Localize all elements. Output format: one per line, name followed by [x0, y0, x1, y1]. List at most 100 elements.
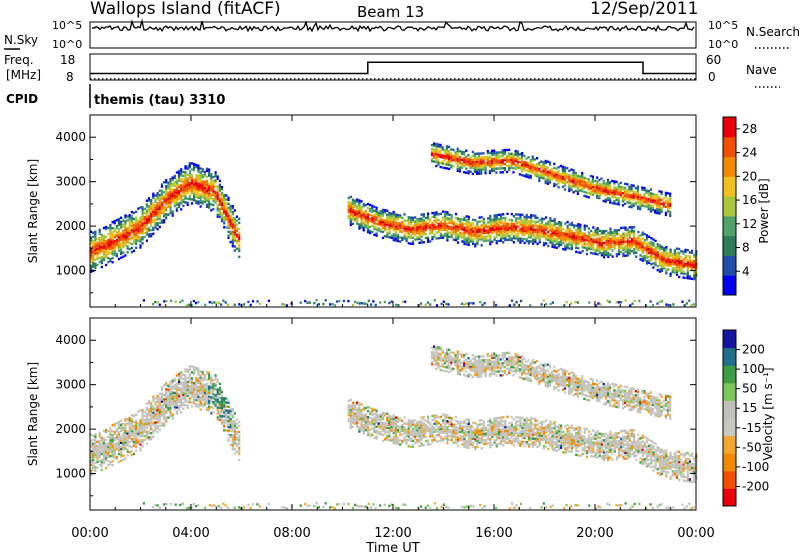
velocity-cell	[109, 426, 112, 430]
power-cell	[512, 229, 515, 232]
power-cell	[381, 212, 385, 216]
power-cell	[94, 258, 97, 261]
power-cell	[111, 227, 114, 230]
power-cell	[448, 157, 451, 161]
power-cell	[669, 254, 672, 257]
power-cell	[199, 177, 202, 180]
velocity-cell	[135, 425, 138, 428]
power-cell	[435, 211, 438, 214]
power-cell	[190, 168, 194, 171]
velocity-cell	[182, 385, 185, 389]
power-cell	[96, 243, 99, 247]
power-cell	[396, 237, 400, 241]
power-cell	[622, 238, 625, 241]
power-cell	[525, 163, 528, 166]
velocity-cell	[100, 464, 103, 468]
power-cell	[448, 231, 451, 234]
power-cell	[650, 245, 653, 248]
velocity-cell	[163, 384, 166, 387]
power-cell	[660, 263, 664, 267]
velocity-cell	[150, 405, 153, 409]
power-cell	[360, 220, 363, 223]
power-cell	[557, 180, 560, 183]
power-cell	[596, 194, 599, 197]
velocity-cell	[120, 437, 123, 440]
power-cell	[100, 265, 103, 269]
velocity-cell	[218, 416, 221, 420]
power-cell	[596, 229, 599, 232]
power-cell	[606, 198, 610, 202]
power-cell	[460, 150, 464, 153]
power-cell	[450, 166, 453, 169]
velocity-cell	[165, 416, 168, 419]
power-cell	[152, 206, 155, 209]
power-cell	[178, 173, 181, 177]
power-cell	[143, 231, 146, 235]
power-cell	[555, 230, 558, 233]
power-cell	[643, 196, 646, 200]
power-cell	[160, 221, 163, 224]
velocity-cell	[223, 405, 226, 408]
velocity-cell	[109, 440, 112, 444]
power-cell	[551, 172, 554, 175]
power-cell	[665, 258, 668, 261]
velocity-cell	[122, 440, 125, 443]
velocity-cell	[220, 420, 224, 424]
velocity-cell	[154, 421, 157, 424]
power-cell	[199, 199, 202, 202]
power-cell	[607, 243, 610, 247]
power-cell	[465, 161, 468, 164]
power-cell	[486, 157, 489, 161]
power-cell	[94, 238, 97, 241]
velocity-cell	[122, 426, 125, 429]
power-cell	[107, 246, 110, 250]
power-cell	[514, 153, 517, 157]
power-cell	[504, 238, 507, 242]
power-cell	[553, 170, 556, 174]
power-cell	[486, 155, 489, 159]
power-cell	[467, 227, 470, 230]
power-cell	[667, 262, 670, 265]
power-cell	[495, 167, 498, 170]
power-cell	[392, 228, 395, 232]
power-cell	[411, 220, 415, 223]
power-cell	[570, 223, 573, 227]
velocity-cell	[351, 403, 354, 406]
power-cell	[463, 232, 466, 236]
power-cell	[437, 155, 440, 158]
power-cell	[525, 231, 528, 235]
power-cell	[171, 210, 174, 213]
power-cell	[525, 173, 528, 176]
velocity-cell	[147, 418, 151, 421]
power-cell	[225, 206, 228, 209]
power-cell	[390, 214, 393, 217]
power-near-cell	[374, 303, 377, 307]
power-cell	[635, 247, 638, 250]
power-cell	[182, 194, 185, 198]
power-cell	[585, 183, 588, 186]
power-cell	[214, 193, 217, 196]
velocity-cell	[231, 440, 234, 443]
power-cell	[454, 222, 458, 226]
velocity-cell	[210, 378, 213, 381]
power-cell	[598, 237, 601, 240]
power-cell	[665, 260, 668, 263]
power-cell	[420, 219, 423, 222]
power-cell	[594, 191, 597, 195]
velocity-cell	[117, 426, 121, 430]
power-cell	[649, 206, 652, 209]
power-cell	[531, 159, 534, 162]
power-cell	[531, 157, 534, 160]
power-cell	[223, 212, 226, 215]
velocity-cell	[135, 419, 138, 422]
power-cell	[628, 185, 631, 188]
velocity-cell	[218, 404, 221, 408]
velocity-cell	[150, 417, 153, 421]
power-cell	[218, 201, 221, 205]
power-cell	[199, 197, 202, 200]
power-cell	[442, 216, 445, 219]
power-cell	[658, 204, 661, 207]
velocity-cell	[231, 434, 234, 437]
power-cell	[533, 168, 537, 171]
power-cell	[568, 187, 571, 191]
